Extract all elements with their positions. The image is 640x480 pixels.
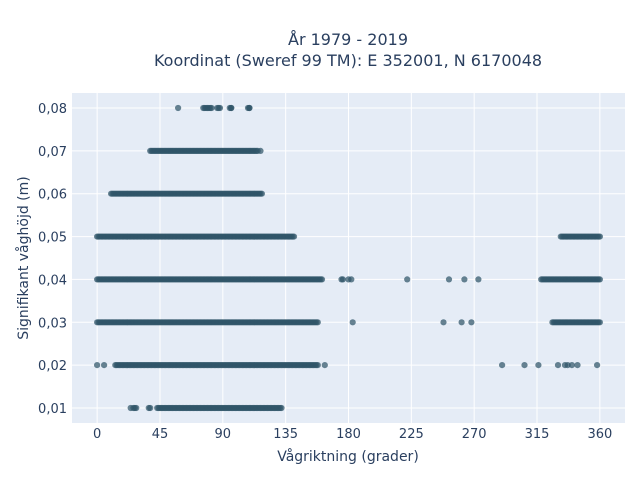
data-point <box>468 319 475 326</box>
data-point <box>321 362 328 369</box>
data-point <box>278 404 285 412</box>
data-point <box>216 104 224 112</box>
data-point <box>440 319 447 326</box>
x-tick-label: 315 <box>525 427 550 442</box>
x-tick-label: 180 <box>336 427 361 442</box>
data-point <box>596 233 604 240</box>
y-tick-label: 0,02 <box>38 359 67 374</box>
y-tick-label: 0,08 <box>38 102 67 117</box>
data-point <box>94 362 101 369</box>
y-tick-label: 0,05 <box>38 231 67 246</box>
x-tick-label: 225 <box>399 427 424 442</box>
data-point <box>314 362 321 369</box>
data-point <box>208 104 215 112</box>
data-point <box>475 276 482 283</box>
data-point <box>314 319 321 326</box>
data-point <box>133 404 140 412</box>
data-point <box>521 362 528 369</box>
data-point <box>535 362 542 369</box>
data-points <box>94 104 604 412</box>
y-tick-label: 0,03 <box>38 316 67 331</box>
data-point <box>458 319 465 326</box>
data-point <box>445 276 453 283</box>
y-axis-title: Signifikant våghöjd (m) <box>15 176 32 339</box>
data-point <box>596 276 604 283</box>
x-tick-label: 0 <box>93 427 101 442</box>
data-point <box>339 276 346 283</box>
data-point <box>574 362 581 369</box>
x-tick-label: 270 <box>462 427 487 442</box>
x-axis-ticks: 0 45 90 135 180 225 270 315 360 <box>93 427 612 442</box>
x-tick-label: 135 <box>273 427 298 442</box>
data-point <box>348 276 355 283</box>
y-tick-label: 0,01 <box>38 402 67 417</box>
x-axis-title: Vågriktning (grader) <box>277 448 419 465</box>
chart-title-line1: År 1979 - 2019 <box>288 30 408 49</box>
data-point <box>594 362 601 369</box>
y-tick-label: 0,07 <box>38 145 67 160</box>
y-tick-label: 0,06 <box>38 188 67 203</box>
y-tick-label: 0,04 <box>38 273 67 288</box>
data-point <box>349 319 356 326</box>
data-point <box>101 362 108 369</box>
chart-title-line2: Koordinat (Sweref 99 TM): E 352001, N 61… <box>154 51 542 70</box>
data-point <box>318 276 326 283</box>
data-point <box>499 362 506 369</box>
data-point <box>257 147 264 154</box>
data-point <box>127 404 134 412</box>
data-point <box>175 104 182 112</box>
data-point <box>258 190 265 197</box>
x-tick-label: 90 <box>215 427 232 442</box>
x-tick-label: 45 <box>152 427 169 442</box>
x-tick-label: 360 <box>587 427 612 442</box>
data-point <box>568 362 576 369</box>
data-point <box>246 104 253 112</box>
data-point <box>147 404 154 412</box>
data-point <box>461 276 468 283</box>
data-point <box>596 319 604 326</box>
data-point <box>404 276 411 283</box>
data-point <box>228 104 235 112</box>
y-axis-ticks: 0,01 0,02 0,03 0,04 0,05 0,06 0,07 0,08 <box>38 102 67 417</box>
data-point <box>554 362 562 369</box>
data-point <box>290 233 298 240</box>
